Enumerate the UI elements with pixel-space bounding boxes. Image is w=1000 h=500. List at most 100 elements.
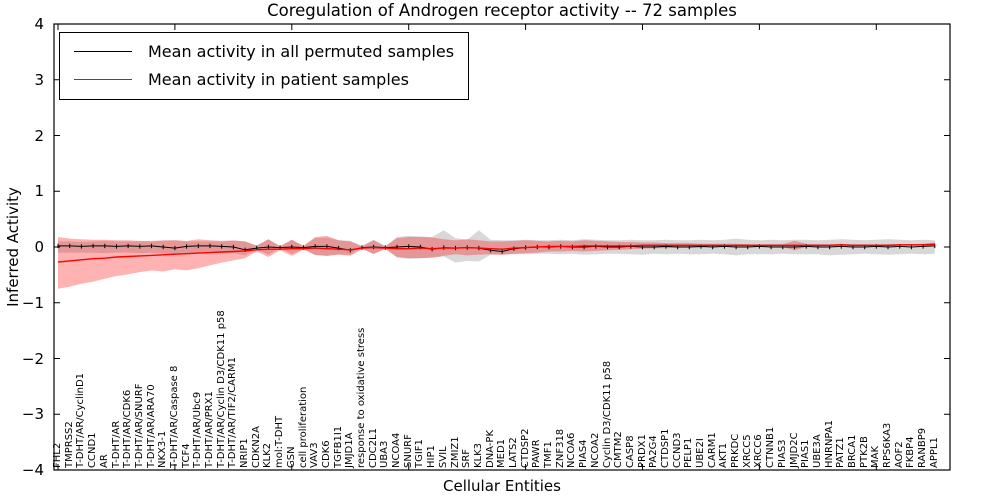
red-line-sample-icon: [74, 79, 132, 80]
x-tick-label: JMJD1A: [344, 432, 356, 468]
x-axis-label: Cellular Entities: [443, 477, 561, 495]
x-tick-label: JMJD2C: [788, 432, 800, 468]
x-tick-label: FHL2: [52, 442, 63, 468]
x-tick-label: CTDSP2: [519, 428, 531, 468]
x-tick-label: CCND1: [87, 432, 99, 468]
y-tick-label: 3: [34, 70, 44, 89]
x-tick-label: XRCC6: [753, 434, 765, 468]
x-tick-label: BRCA1: [847, 434, 858, 469]
x-tick-label: TCF4: [180, 443, 192, 468]
y-tick-label: −1: [21, 293, 44, 312]
legend-label-permuted: Mean activity in all permuted samples: [148, 42, 455, 61]
x-tick-label: NKX3-1: [157, 430, 169, 468]
x-tick-label: T-DHT/AR/Ubc9: [192, 391, 204, 468]
x-tick-label: TGIF1: [414, 439, 426, 468]
x-tick-label: LATS2: [507, 437, 519, 468]
legend-entry-patient: Mean activity in patient samples: [74, 70, 454, 89]
x-tick-label: T-DHT/AR: [110, 420, 122, 468]
x-tick-label: T-DHT/AR/Cyclin D3/CDK11 p58: [215, 310, 227, 468]
x-tick-label: T-DHT/AR/SNURF: [133, 383, 145, 468]
x-tick-label: SNURF: [402, 434, 414, 468]
x-tick-label: HNRNPA1: [823, 419, 835, 468]
x-tick-label: TMF1: [543, 441, 554, 468]
legend-label-patient: Mean activity in patient samples: [148, 70, 409, 89]
x-tick-label: CDK6: [320, 440, 332, 468]
x-tick-label: UBE3A: [811, 434, 823, 468]
x-tick-label: Cyclin D3/CDK11 p58: [601, 360, 613, 468]
x-tick-label: DNA-PK: [484, 430, 496, 468]
patient-samples-band: [58, 235, 935, 289]
x-tick-label: response to oxidative stress: [356, 327, 367, 468]
x-tick-label: GSN: [285, 446, 297, 468]
x-tick-label: CASP8: [624, 435, 636, 468]
x-tick-label: PRKDC: [730, 433, 742, 468]
y-tick-label: 2: [34, 126, 44, 145]
y-tick-label: 1: [34, 182, 44, 201]
x-tick-label: NCOA4: [391, 432, 402, 468]
x-tick-label: XRCC5: [741, 434, 753, 468]
x-tick-label: CDC2L1: [367, 428, 379, 468]
x-tick-label: SVIL: [437, 446, 449, 468]
x-tick-label: NCOA2: [589, 432, 601, 468]
x-tick-label: AOF2: [893, 441, 905, 468]
x-tick-label: KLK2: [262, 442, 274, 468]
x-tick-label: CTNNB1: [765, 426, 777, 468]
x-tick-label: HIP1: [426, 445, 438, 468]
x-tick-label: TGFB1I1: [332, 425, 344, 468]
x-tick-label: ZMIZ1: [449, 436, 461, 468]
axis-ticks: [54, 23, 950, 471]
x-tick-label: ZNF318: [554, 428, 566, 468]
x-tick-label: NRIP1: [239, 438, 251, 468]
y-tick-label: −2: [21, 349, 44, 368]
x-tick-label: PRDX1: [636, 434, 648, 468]
y-tick-label: −4: [21, 461, 44, 479]
black-line-sample-icon: [74, 51, 132, 52]
x-tick-label: RPS6KA3: [882, 422, 893, 468]
permuted-mean-line: [58, 245, 935, 253]
y-tick-label: 0: [34, 238, 44, 256]
x-tick-label: CTDSP1: [659, 428, 671, 468]
x-tick-label: CDKN2A: [250, 426, 262, 468]
legend: Mean activity in all permuted samples Me…: [59, 32, 470, 100]
x-tick-label: mol:T-DHT: [274, 415, 286, 468]
patient-mean-line: [57, 243, 935, 263]
x-tick-label: PATZ1: [835, 437, 847, 468]
x-tick-label: UBA3: [379, 440, 391, 468]
x-tick-label: PIAS4: [578, 439, 590, 468]
x-tick-label: PIAS1: [800, 439, 812, 468]
y-tick-label: −3: [21, 405, 44, 424]
x-tick-label: SRF: [461, 448, 473, 468]
x-tick-label: PELP1: [683, 437, 695, 468]
x-tick-label: UBE2I: [695, 438, 706, 468]
y-tick-label: 4: [34, 15, 44, 33]
x-tick-label: MED1: [496, 438, 508, 468]
x-tick-label: APPL1: [928, 437, 940, 468]
x-tick-label: TMPRSS2: [63, 421, 75, 468]
x-tick-label: PAWR: [531, 439, 543, 468]
x-tick-label: RANBP9: [917, 427, 929, 468]
x-tick-label: CCND3: [671, 432, 683, 468]
x-tick-label: MAK: [870, 445, 882, 468]
x-tick-label: T-DHT/AR/CyclinD1: [75, 372, 87, 468]
x-tick-label: T-DHT/AR/Caspase 8: [168, 365, 180, 468]
x-tick-label: NCOA6: [566, 432, 578, 468]
x-tick-label: T-DHT/AR/CDK6: [122, 389, 134, 468]
x-tick-label: T-DHT/AR/ARA70: [145, 384, 157, 468]
x-tick-label: PIAS3: [776, 439, 788, 468]
x-tick-label: T-DHT/AR/TIF2/CARM1: [227, 357, 239, 468]
x-tick-label: AR: [98, 454, 110, 468]
x-tick-label: CMTM2: [613, 431, 625, 468]
x-tick-label: AKT1: [718, 442, 730, 468]
x-tick-label: VAV3: [309, 442, 321, 468]
permuted-samples-band: [58, 230, 935, 263]
chart-title: Coregulation of Androgen receptor activi…: [267, 1, 737, 20]
x-tick-label: cell proliferation: [297, 386, 309, 468]
x-tick-label: T-DHT/AR/PRX1: [204, 391, 215, 468]
x-tick-label: PA2G4: [648, 435, 660, 468]
x-tick-label: PTK2B: [858, 436, 870, 468]
legend-entry-permuted: Mean activity in all permuted samples: [74, 42, 454, 61]
x-tick-label: KLK3: [472, 442, 484, 468]
x-tick-label: CARM1: [706, 432, 718, 468]
